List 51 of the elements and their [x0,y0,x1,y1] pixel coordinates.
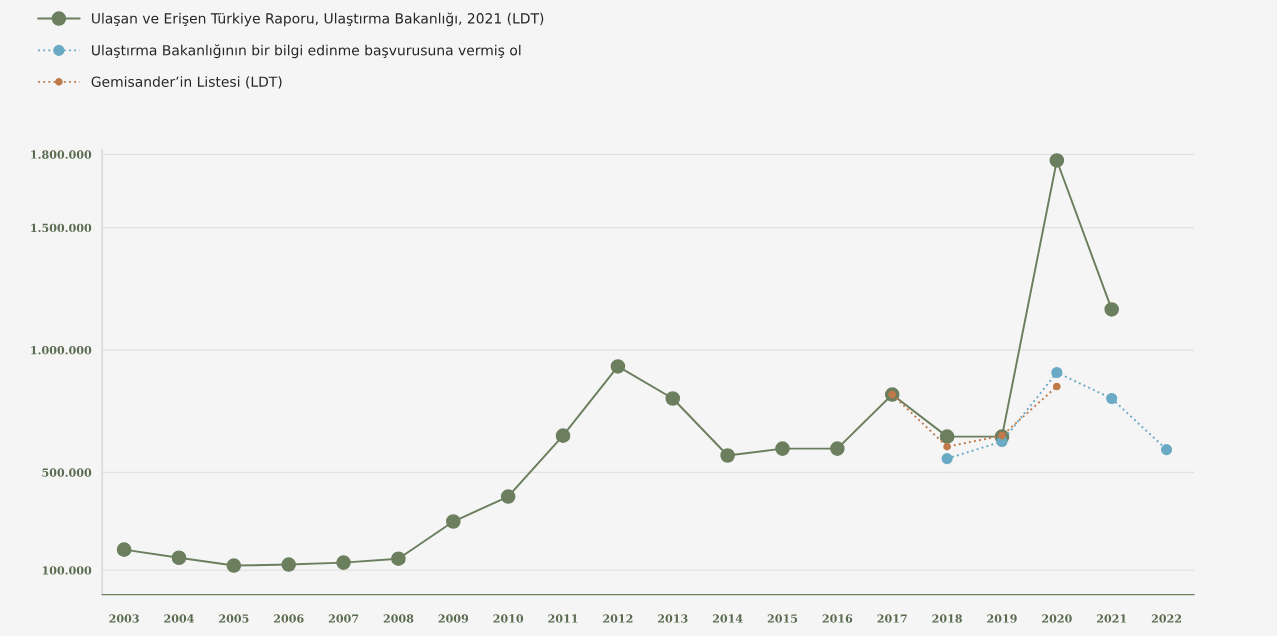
point [116,542,132,557]
point [665,391,681,406]
point [939,429,955,444]
x-tick-label: 2012 [603,614,633,623]
point [1053,382,1061,391]
y-tick-label: 1.000.000 [31,346,92,355]
x-tick-label: 2005 [219,614,249,623]
point [226,558,242,573]
point [555,428,571,443]
legend-label: Gemisander’in Listesi (LDT) [91,76,282,89]
x-tick-label: 2013 [658,614,688,623]
x-tick-label: 2010 [493,614,524,623]
y-tick-label: 1.800.000 [31,150,92,159]
point [336,555,351,570]
point [1161,444,1173,456]
x-tick-label: 2016 [822,614,853,623]
point [943,442,951,451]
x-tick-label: 2003 [109,614,139,623]
point [1051,366,1063,379]
point [446,514,461,529]
x-tick-label: 2011 [548,614,578,623]
x-tick-label: 2021 [1096,614,1127,623]
point [1104,302,1119,317]
point [391,551,406,566]
legend-label: Ulaşan ve Erişen Türkiye Raporu, Ulaştırma Bakanlığı, 2021 (LDT) [92,12,544,27]
x-tick-label: 2015 [767,614,798,623]
point [775,441,790,456]
x-tick-label: 2018 [932,614,962,623]
y-tick-label: 100.000 [42,566,92,575]
x-tick-label: 2006 [273,614,304,623]
point [281,557,296,572]
y-tick-label: 500.000 [42,468,92,477]
point [1049,153,1065,168]
point [1106,392,1118,405]
x-tick-label: 2007 [328,614,359,623]
x-tick-label: 2022 [1151,614,1182,623]
x-tick-label: 2017 [877,614,907,623]
x-tick-label: 2020 [1042,614,1072,623]
point [610,359,626,374]
point [720,448,735,463]
legend-label: Ulaştırma Bakanlığının bir bilgi edinme başvurusuna vermiş ol [92,44,521,59]
x-tick-label: 2004 [164,614,194,623]
point [171,550,187,566]
point [830,441,845,456]
x-tick-label: 2008 [383,614,414,623]
x-tick-label: 2014 [712,614,743,623]
point [941,453,953,465]
point [500,489,516,504]
y-tick-label: 1.500.000 [31,223,92,233]
x-tick-label: 2009 [438,614,469,623]
x-tick-label: 2019 [987,614,1017,623]
